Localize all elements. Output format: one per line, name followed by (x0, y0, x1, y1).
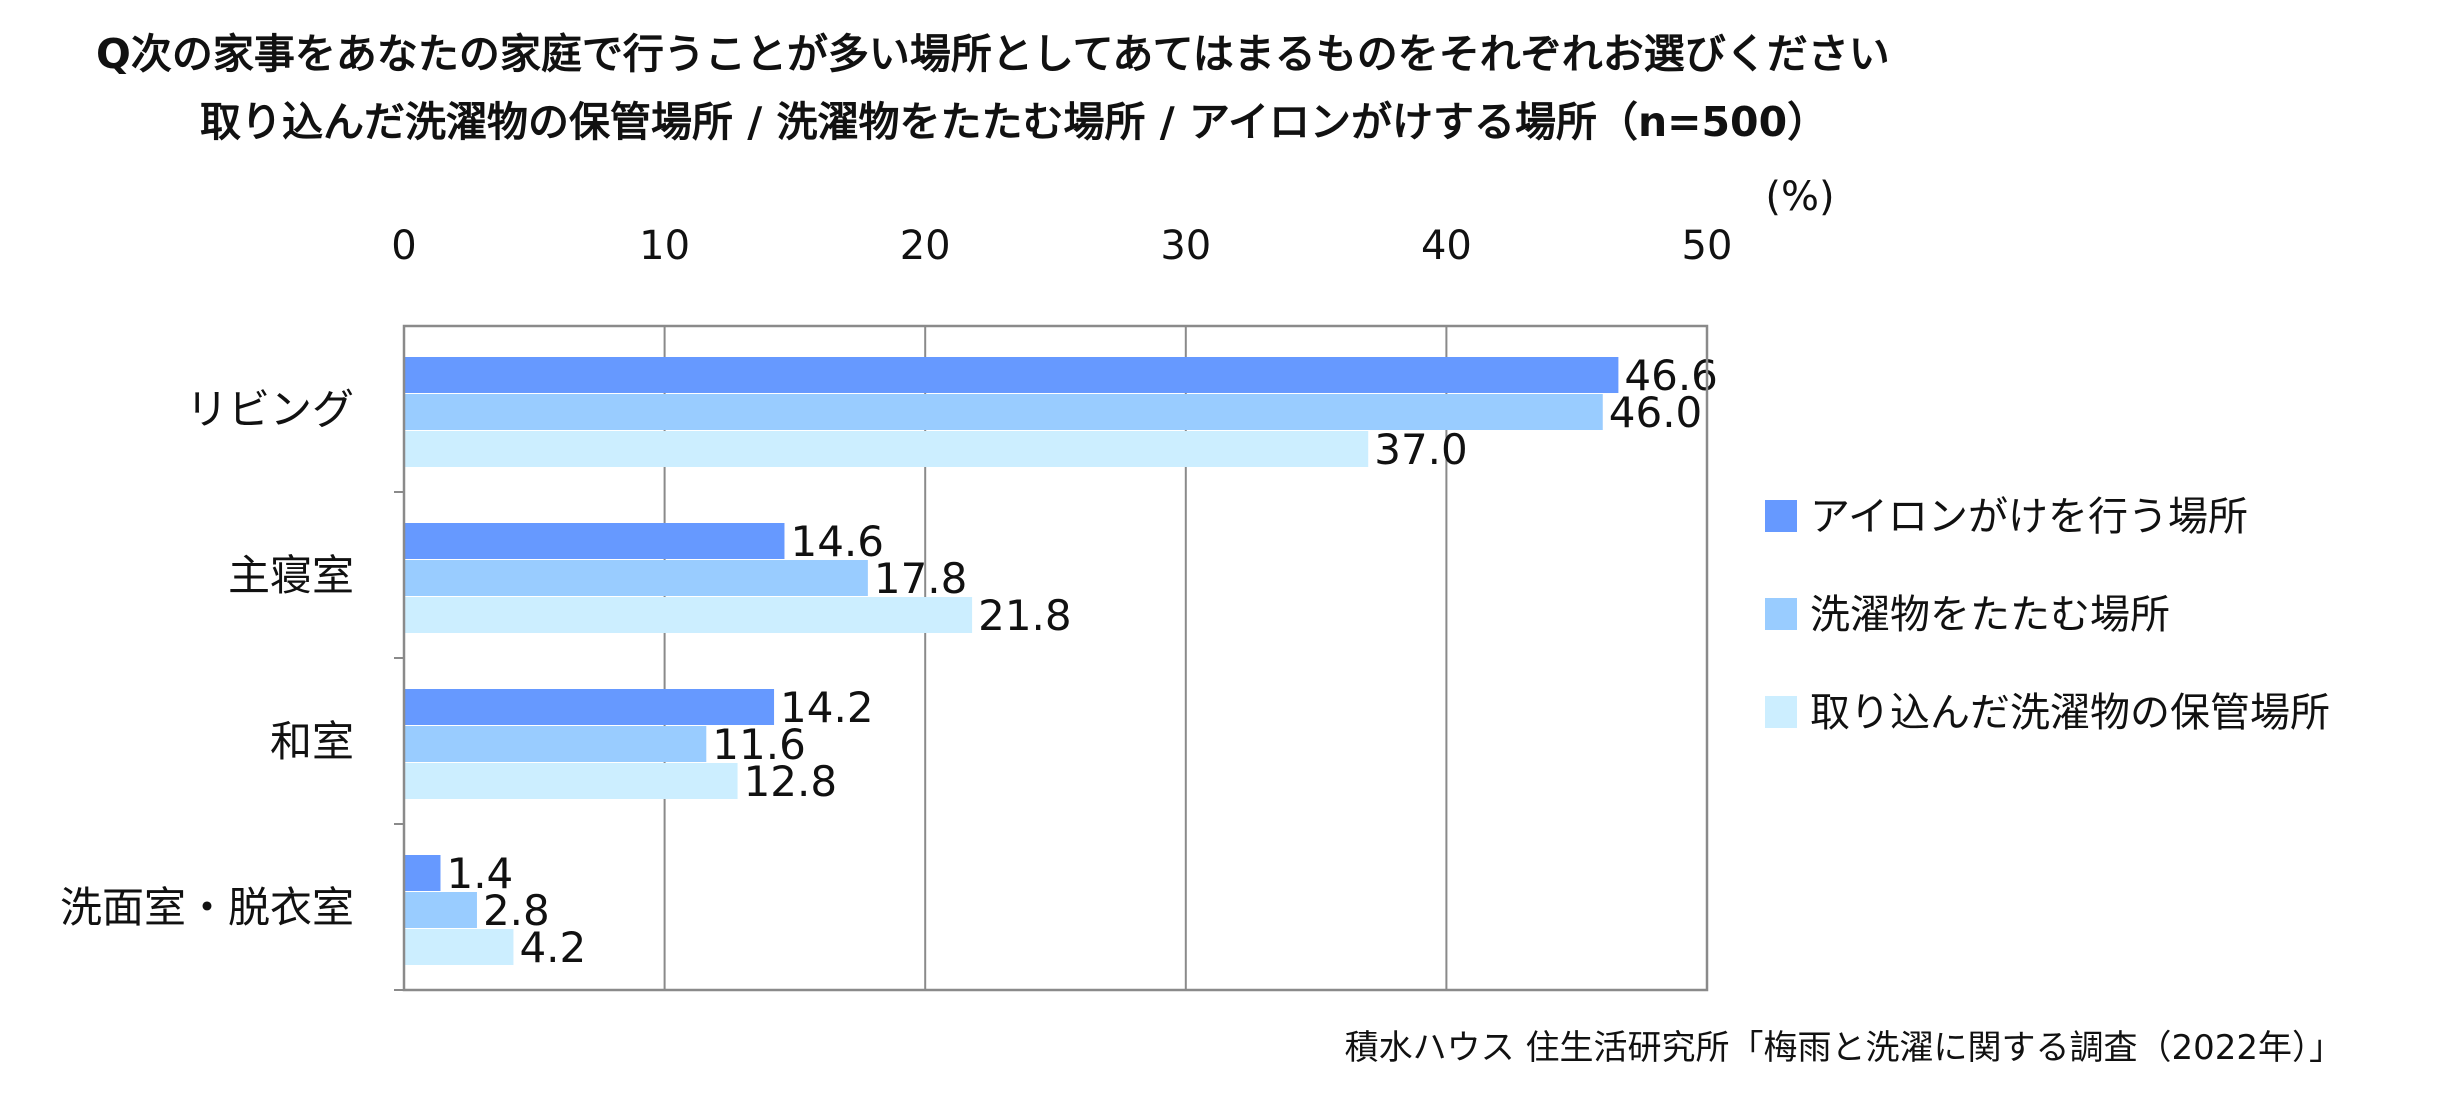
bar (404, 357, 1619, 393)
category-label: リビング (186, 385, 354, 434)
bar (404, 560, 868, 596)
data-label: 12.8 (744, 757, 838, 806)
bar (404, 763, 738, 799)
x-tick-label: 10 (639, 223, 690, 269)
legend-label: 洗濯物をたたむ場所 (1810, 592, 2170, 638)
data-label: 14.6 (790, 517, 884, 566)
bar (404, 929, 514, 965)
chart-subtitle: 取り込んだ洗濯物の保管場所 / 洗濯物をたたむ場所 / アイロンがけする場所（n… (200, 98, 1829, 146)
bar (404, 523, 785, 559)
chart-title: Q次の家事をあなたの家庭で行うことが多い場所としてあてはまるものをそれぞれお選び… (96, 30, 1890, 78)
category-label: 洗面室・脱衣室 (60, 883, 354, 932)
bar (404, 431, 1369, 467)
bar (404, 597, 973, 633)
bar (404, 892, 477, 928)
data-label: 11.6 (712, 720, 806, 769)
x-tick-label: 40 (1421, 223, 1472, 269)
data-label: 37.0 (1374, 425, 1468, 474)
data-label: 46.6 (1624, 351, 1718, 400)
legend-label: 取り込んだ洗濯物の保管場所 (1810, 690, 2330, 736)
data-label: 4.2 (519, 923, 586, 972)
x-tick-label: 0 (391, 223, 416, 269)
x-tick-label: 20 (900, 223, 951, 269)
data-label: 17.8 (874, 554, 968, 603)
bar (404, 689, 775, 725)
category-label: 和室 (270, 717, 354, 766)
plot-frame (402, 324, 1709, 992)
bar (404, 394, 1603, 430)
data-label: 21.8 (978, 591, 1072, 640)
data-label: 1.4 (446, 849, 513, 898)
data-label: 14.2 (780, 683, 874, 732)
legend-label: アイロンがけを行う場所 (1810, 494, 2248, 540)
bar (404, 855, 441, 891)
data-label: 46.0 (1609, 388, 1703, 437)
x-tick-label: 50 (1682, 223, 1733, 269)
x-tick-label: 30 (1160, 223, 1211, 269)
data-label: 2.8 (483, 886, 550, 935)
legend-swatch (1765, 500, 1797, 532)
source-note: 積水ハウス 住生活研究所「梅雨と洗濯に関する調査（2022年）」 (1344, 1028, 2343, 1068)
legend-swatch (1765, 598, 1797, 630)
category-label: 主寝室 (228, 551, 354, 600)
legend-swatch (1765, 696, 1797, 728)
bar (404, 726, 707, 762)
unit-label: (%) (1765, 174, 1834, 220)
